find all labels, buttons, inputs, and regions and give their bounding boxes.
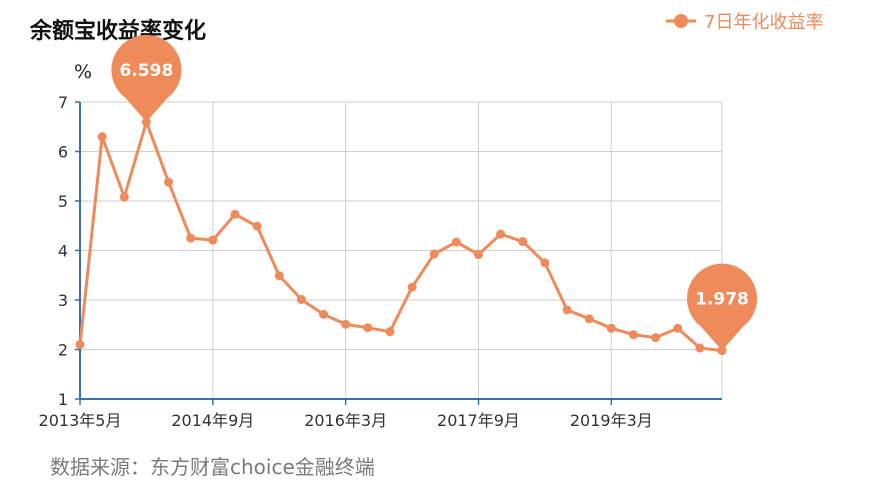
legend-marker — [674, 14, 688, 28]
y-tick-labels: 1 2 3 4 5 6 7 — [58, 93, 68, 409]
data-point[interactable] — [628, 330, 638, 340]
data-point[interactable] — [673, 323, 683, 333]
axes — [75, 101, 722, 405]
legend[interactable]: 7日年化收益率 — [666, 12, 823, 33]
data-point[interactable] — [208, 235, 218, 245]
data-point[interactable] — [518, 237, 528, 247]
annotation-label: 6.598 — [120, 61, 174, 81]
annotation-label: 1.978 — [695, 290, 749, 310]
data-point[interactable] — [319, 309, 329, 319]
series-7day-yield — [75, 117, 727, 356]
chart-title: 余额宝收益率变化 — [29, 18, 206, 44]
y-tick-label: 7 — [58, 93, 68, 112]
legend-label: 7日年化收益率 — [704, 12, 823, 33]
y-axis-unit: % — [74, 61, 92, 83]
grid — [80, 101, 723, 399]
data-point[interactable] — [473, 249, 483, 259]
data-point[interactable] — [186, 233, 196, 243]
data-point[interactable] — [341, 319, 351, 329]
series-line — [78, 120, 723, 353]
data-point[interactable] — [164, 177, 174, 187]
x-tick-label: 2013年5月 — [39, 411, 122, 430]
x-tick-label: 2019年3月 — [570, 411, 653, 430]
annotations: 6.598 1.978 — [111, 34, 757, 351]
data-point[interactable] — [296, 295, 306, 305]
data-point[interactable] — [230, 209, 240, 219]
x-tick-label: 2017年9月 — [437, 411, 520, 430]
data-point[interactable] — [540, 258, 550, 268]
y-tick-label: 4 — [58, 242, 68, 261]
data-point[interactable] — [695, 343, 705, 353]
data-point[interactable] — [451, 237, 461, 247]
y-tick-label: 5 — [58, 192, 68, 211]
data-point[interactable] — [363, 323, 373, 333]
data-point[interactable] — [496, 229, 506, 239]
data-point[interactable] — [75, 340, 85, 350]
data-point[interactable] — [606, 323, 616, 333]
annotation-pin — [686, 263, 757, 351]
x-tick-labels: 2013年5月 2014年9月 2016年3月 2017年9月 2019年3月 — [39, 411, 653, 430]
data-point[interactable] — [562, 305, 572, 315]
data-point[interactable] — [385, 327, 395, 337]
data-point[interactable] — [274, 271, 284, 281]
data-point[interactable] — [97, 132, 107, 142]
data-point[interactable] — [429, 249, 439, 259]
data-point[interactable] — [407, 282, 417, 292]
x-tick-label: 2014年9月 — [171, 411, 254, 430]
y-tick-label: 1 — [58, 390, 68, 409]
data-point[interactable] — [119, 192, 129, 202]
y-tick-label: 3 — [58, 291, 68, 310]
data-point[interactable] — [584, 314, 594, 324]
x-tick-label: 2016年3月 — [304, 411, 387, 430]
source-note: 数据来源：东方财富choice金融终端 — [50, 455, 375, 479]
annotation-pin — [111, 34, 182, 122]
data-point[interactable] — [651, 333, 661, 343]
data-point[interactable] — [252, 221, 262, 231]
y-tick-label: 2 — [58, 341, 68, 360]
y-tick-label: 6 — [58, 143, 68, 162]
